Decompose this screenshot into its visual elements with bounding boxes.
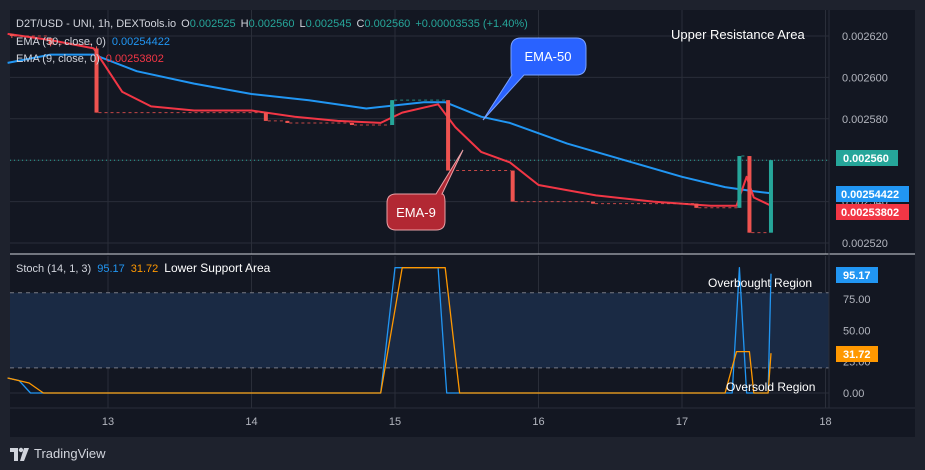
stoch-d-line: [7, 267, 772, 394]
ema50-price-badge-text: 0.00254422: [841, 189, 899, 201]
time-axis[interactable]: 13 14 15 16 17 18: [102, 416, 832, 428]
ema9-price-badge-text: 0.00253802: [841, 207, 899, 219]
stoch-k-badge-text: 95.17: [843, 270, 871, 282]
time-tick-label: 13: [102, 416, 114, 428]
price-lines: [7, 32, 772, 207]
change-value: +0.00003535 (+1.40%): [415, 18, 528, 30]
candle-down: [591, 201, 596, 204]
candle-up: [768, 160, 773, 233]
footer: TradingView: [0, 438, 925, 470]
ema50-callout[interactable]: EMA-50: [482, 37, 587, 121]
ema50-price-badge-bg: [836, 186, 909, 202]
ohlc-header: D2T/USD - UNI, 1h, DEXTools.io O0.002525 H…: [16, 18, 528, 30]
stoch-tick-label: 50.00: [843, 325, 871, 337]
overbought-label: Overbought Region: [708, 276, 812, 290]
tradingview-logo-icon[interactable]: [10, 445, 30, 463]
candle-down: [9, 33, 14, 36]
ema9-legend-value: 0.00253802: [106, 53, 164, 65]
stoch-k-value: 95.17: [97, 263, 125, 275]
ema9-price-badge-bg: [836, 204, 909, 220]
stoch-d-badge-text: 31.72: [843, 349, 871, 361]
price-tick-label: 0.002600: [842, 72, 888, 84]
candle-down: [94, 48, 99, 113]
candles: [9, 33, 773, 234]
ema50-price-badge: 0.00254422: [836, 186, 909, 202]
stoch-d-value: 31.72: [131, 263, 159, 275]
close-label: C: [356, 18, 364, 30]
ema9-legend[interactable]: EMA (9, close, 0) 0.00253802: [16, 53, 164, 65]
candle-down: [747, 156, 752, 233]
last-price-badge-text: 0.002560: [843, 153, 889, 165]
stoch-legend-label: Stoch (14, 1, 3): [16, 263, 91, 275]
ema50-legend-value: 0.00254422: [112, 36, 170, 48]
candle-up: [737, 156, 742, 208]
stoch-d-badge: 31.72: [836, 346, 878, 362]
stoch-bands: [10, 292, 829, 369]
stoch-k-badge-bg: [836, 267, 878, 283]
lower-support-label: Lower Support Area: [164, 261, 270, 275]
low-value: 0.002545: [306, 18, 352, 30]
candle-down: [285, 120, 290, 123]
ema50-callout-text: EMA-50: [525, 49, 572, 64]
time-tick-label: 14: [245, 416, 257, 428]
open-value: 0.002525: [190, 18, 236, 30]
stoch-d-badge-bg: [836, 346, 878, 362]
close-value: 0.002560: [364, 18, 410, 30]
stoch-k-line: [7, 267, 772, 394]
ema50-callout-shape: [482, 37, 587, 121]
candle-down: [446, 100, 451, 171]
price-tick-label: 0.002580: [842, 114, 888, 126]
high-label: H: [241, 18, 249, 30]
stoch-k-badge: 95.17: [836, 267, 878, 283]
stoch-legend[interactable]: Stoch (14, 1, 3) 95.17 31.72 Lower Support …: [16, 261, 271, 275]
ema50-legend-label: EMA (50, close, 0): [16, 36, 106, 48]
oversold-label: Oversold Region: [726, 380, 815, 394]
stoch-tick-label: 0.00: [843, 388, 864, 400]
upper-resistance-label: Upper Resistance Area: [671, 27, 805, 42]
ema9-line: [7, 32, 772, 207]
time-tick-label: 15: [389, 416, 401, 428]
last-price-badge-bg: [836, 150, 898, 166]
low-label: L: [299, 18, 305, 30]
stoch-band-fill: [10, 292, 829, 368]
time-tick-label: 17: [676, 416, 688, 428]
stoch-lines: [7, 267, 772, 394]
price-tick-label: 0.002520: [842, 238, 888, 250]
open-label: O: [181, 18, 190, 30]
ema9-callout[interactable]: EMA-9: [386, 149, 464, 231]
candle-down: [510, 170, 515, 202]
ema9-legend-label: EMA (9, close, 0): [16, 53, 100, 65]
ema9-callout-shape: [386, 149, 464, 231]
candle-down: [694, 203, 699, 208]
candle-down: [349, 122, 354, 126]
stoch-tick-label: 75.00: [843, 294, 871, 306]
time-tick-label: 16: [532, 416, 544, 428]
ema9-callout-text: EMA-9: [396, 205, 436, 220]
price-tick-label: 0.002620: [842, 31, 888, 43]
ema50-legend[interactable]: EMA (50, close, 0) 0.00254422: [16, 36, 170, 48]
pair-title: D2T/USD - UNI, 1h, DEXTools.io: [16, 18, 176, 30]
last-price-badge: 0.002560: [836, 150, 898, 166]
candle-down: [48, 38, 53, 45]
ema50-line: [7, 53, 772, 195]
candle-down: [263, 112, 268, 121]
chart-svg[interactable]: 0.0025200.0025400.0025600.0025800.002600…: [0, 0, 925, 438]
high-value: 0.002560: [249, 18, 295, 30]
tradingview-brand[interactable]: TradingView: [34, 446, 106, 461]
ema9-price-badge: 0.00253802: [836, 204, 909, 220]
candle-up: [390, 100, 395, 126]
time-tick-label: 18: [819, 416, 831, 428]
